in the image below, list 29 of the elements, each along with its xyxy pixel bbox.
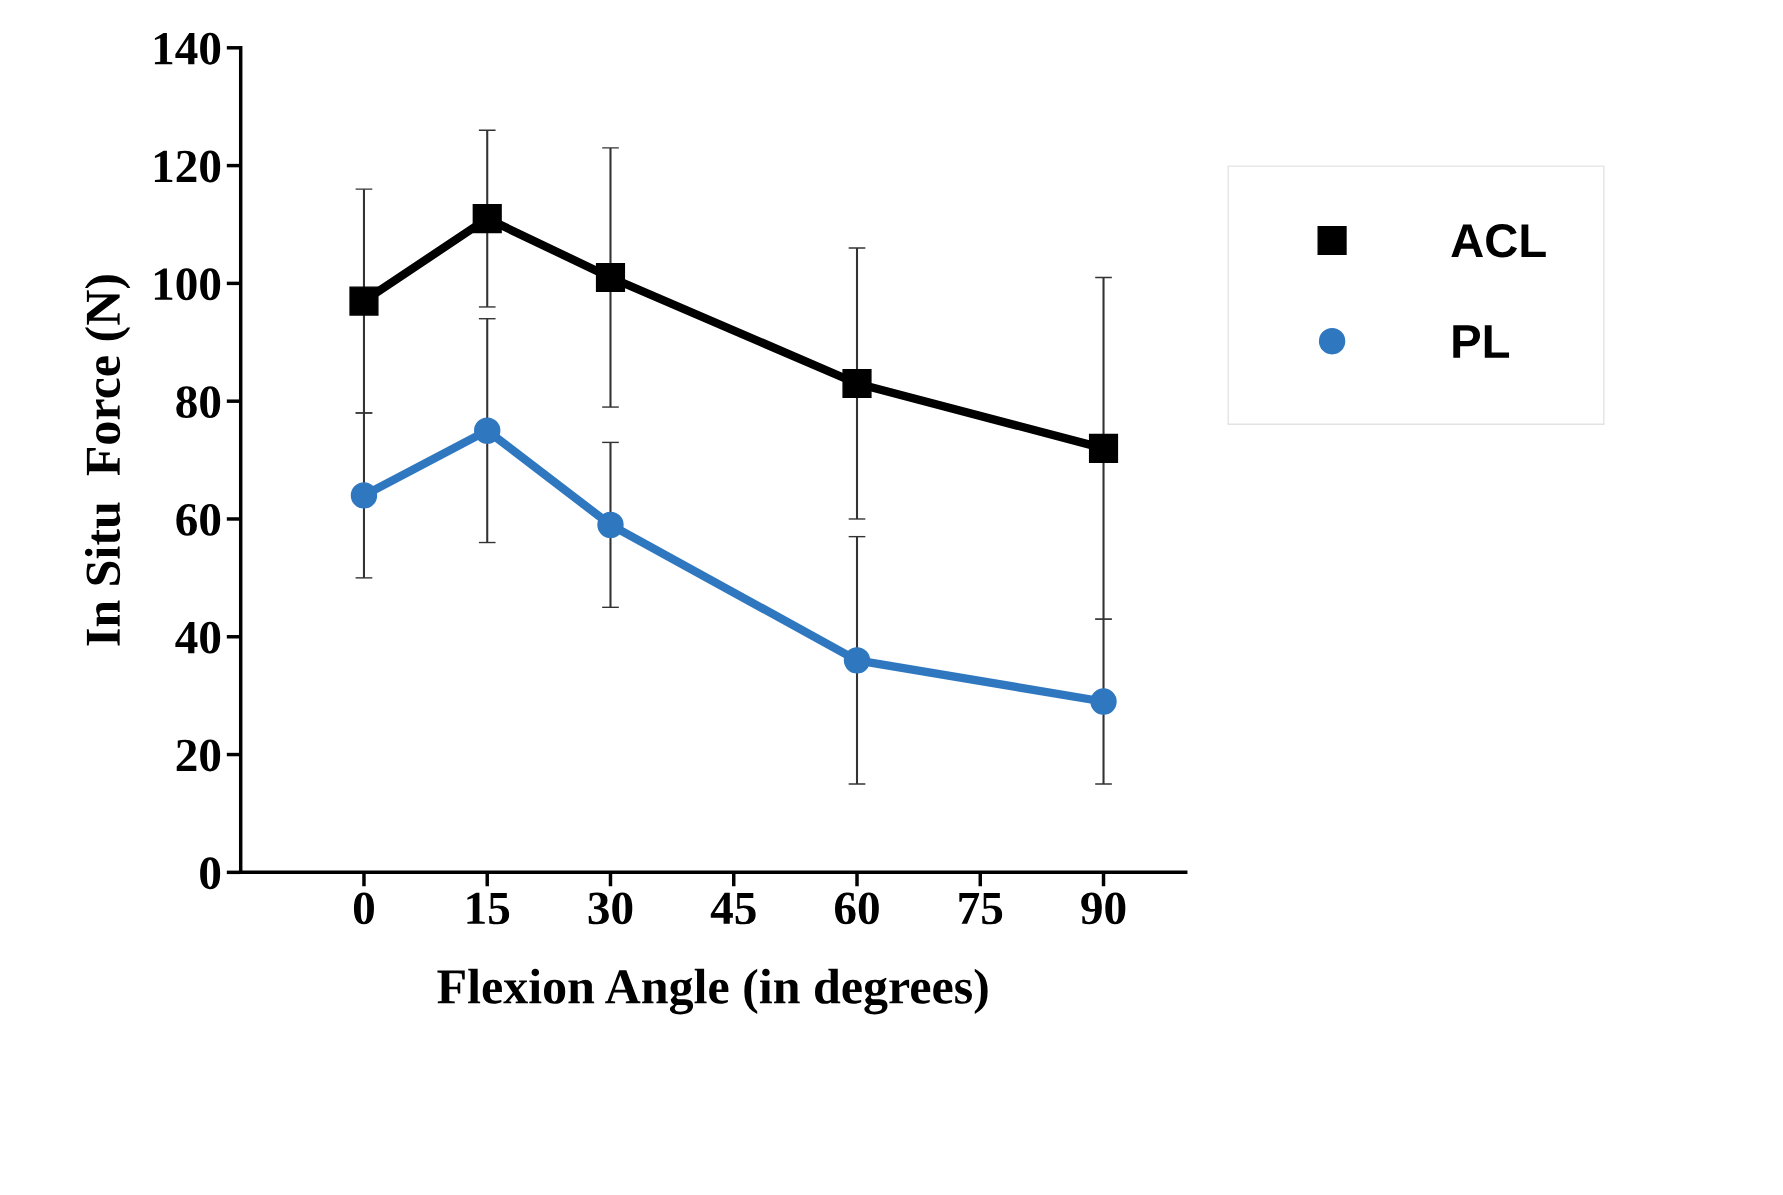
x-tick-label: 60 xyxy=(835,892,879,925)
legend-label: PL xyxy=(1453,325,1510,358)
point xyxy=(1090,688,1117,715)
y-tick-label: 20 xyxy=(176,739,221,772)
point xyxy=(474,417,501,444)
x-tick-label: 30 xyxy=(588,892,633,925)
x-tick-label: 15 xyxy=(467,892,510,925)
point xyxy=(595,262,626,293)
x-axis-title: Flexion Angle (in degrees) xyxy=(437,968,988,1015)
point xyxy=(1088,433,1119,463)
y-tick-label: 0 xyxy=(200,857,221,890)
y-tick-label: 120 xyxy=(154,150,221,183)
point xyxy=(842,368,872,399)
point xyxy=(843,647,871,674)
y-tick-label: 40 xyxy=(175,621,221,654)
point xyxy=(350,482,378,509)
y-tick-label: 80 xyxy=(176,386,221,419)
y-tick-label: 60 xyxy=(176,503,221,536)
y-tick-label: 100 xyxy=(154,268,221,301)
x-tick-label: 90 xyxy=(1081,892,1126,925)
y-axis-title: In Situ Force (N) xyxy=(84,275,131,646)
point xyxy=(597,511,624,539)
x-tick-label: 75 xyxy=(959,892,1003,925)
legend-label: ACL xyxy=(1451,224,1546,258)
point xyxy=(349,286,379,316)
point xyxy=(472,204,502,234)
x-tick-label: 0 xyxy=(353,892,374,925)
x-tick-label: 45 xyxy=(710,892,756,925)
y-tick-label: 140 xyxy=(154,32,221,65)
